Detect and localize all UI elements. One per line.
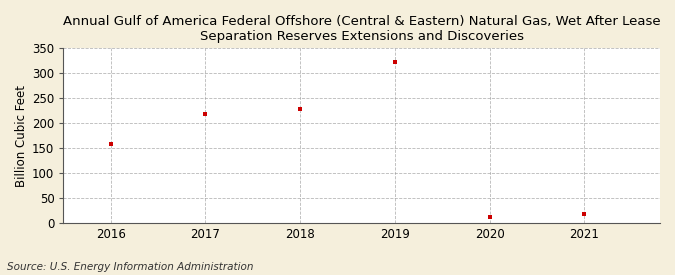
Point	[105, 142, 116, 146]
Point	[579, 212, 590, 216]
Point	[200, 112, 211, 116]
Point	[389, 60, 400, 65]
Text: Source: U.S. Energy Information Administration: Source: U.S. Energy Information Administ…	[7, 262, 253, 272]
Point	[295, 107, 306, 111]
Title: Annual Gulf of America Federal Offshore (Central & Eastern) Natural Gas, Wet Aft: Annual Gulf of America Federal Offshore …	[63, 15, 661, 43]
Y-axis label: Billion Cubic Feet: Billion Cubic Feet	[15, 85, 28, 187]
Point	[484, 215, 495, 219]
